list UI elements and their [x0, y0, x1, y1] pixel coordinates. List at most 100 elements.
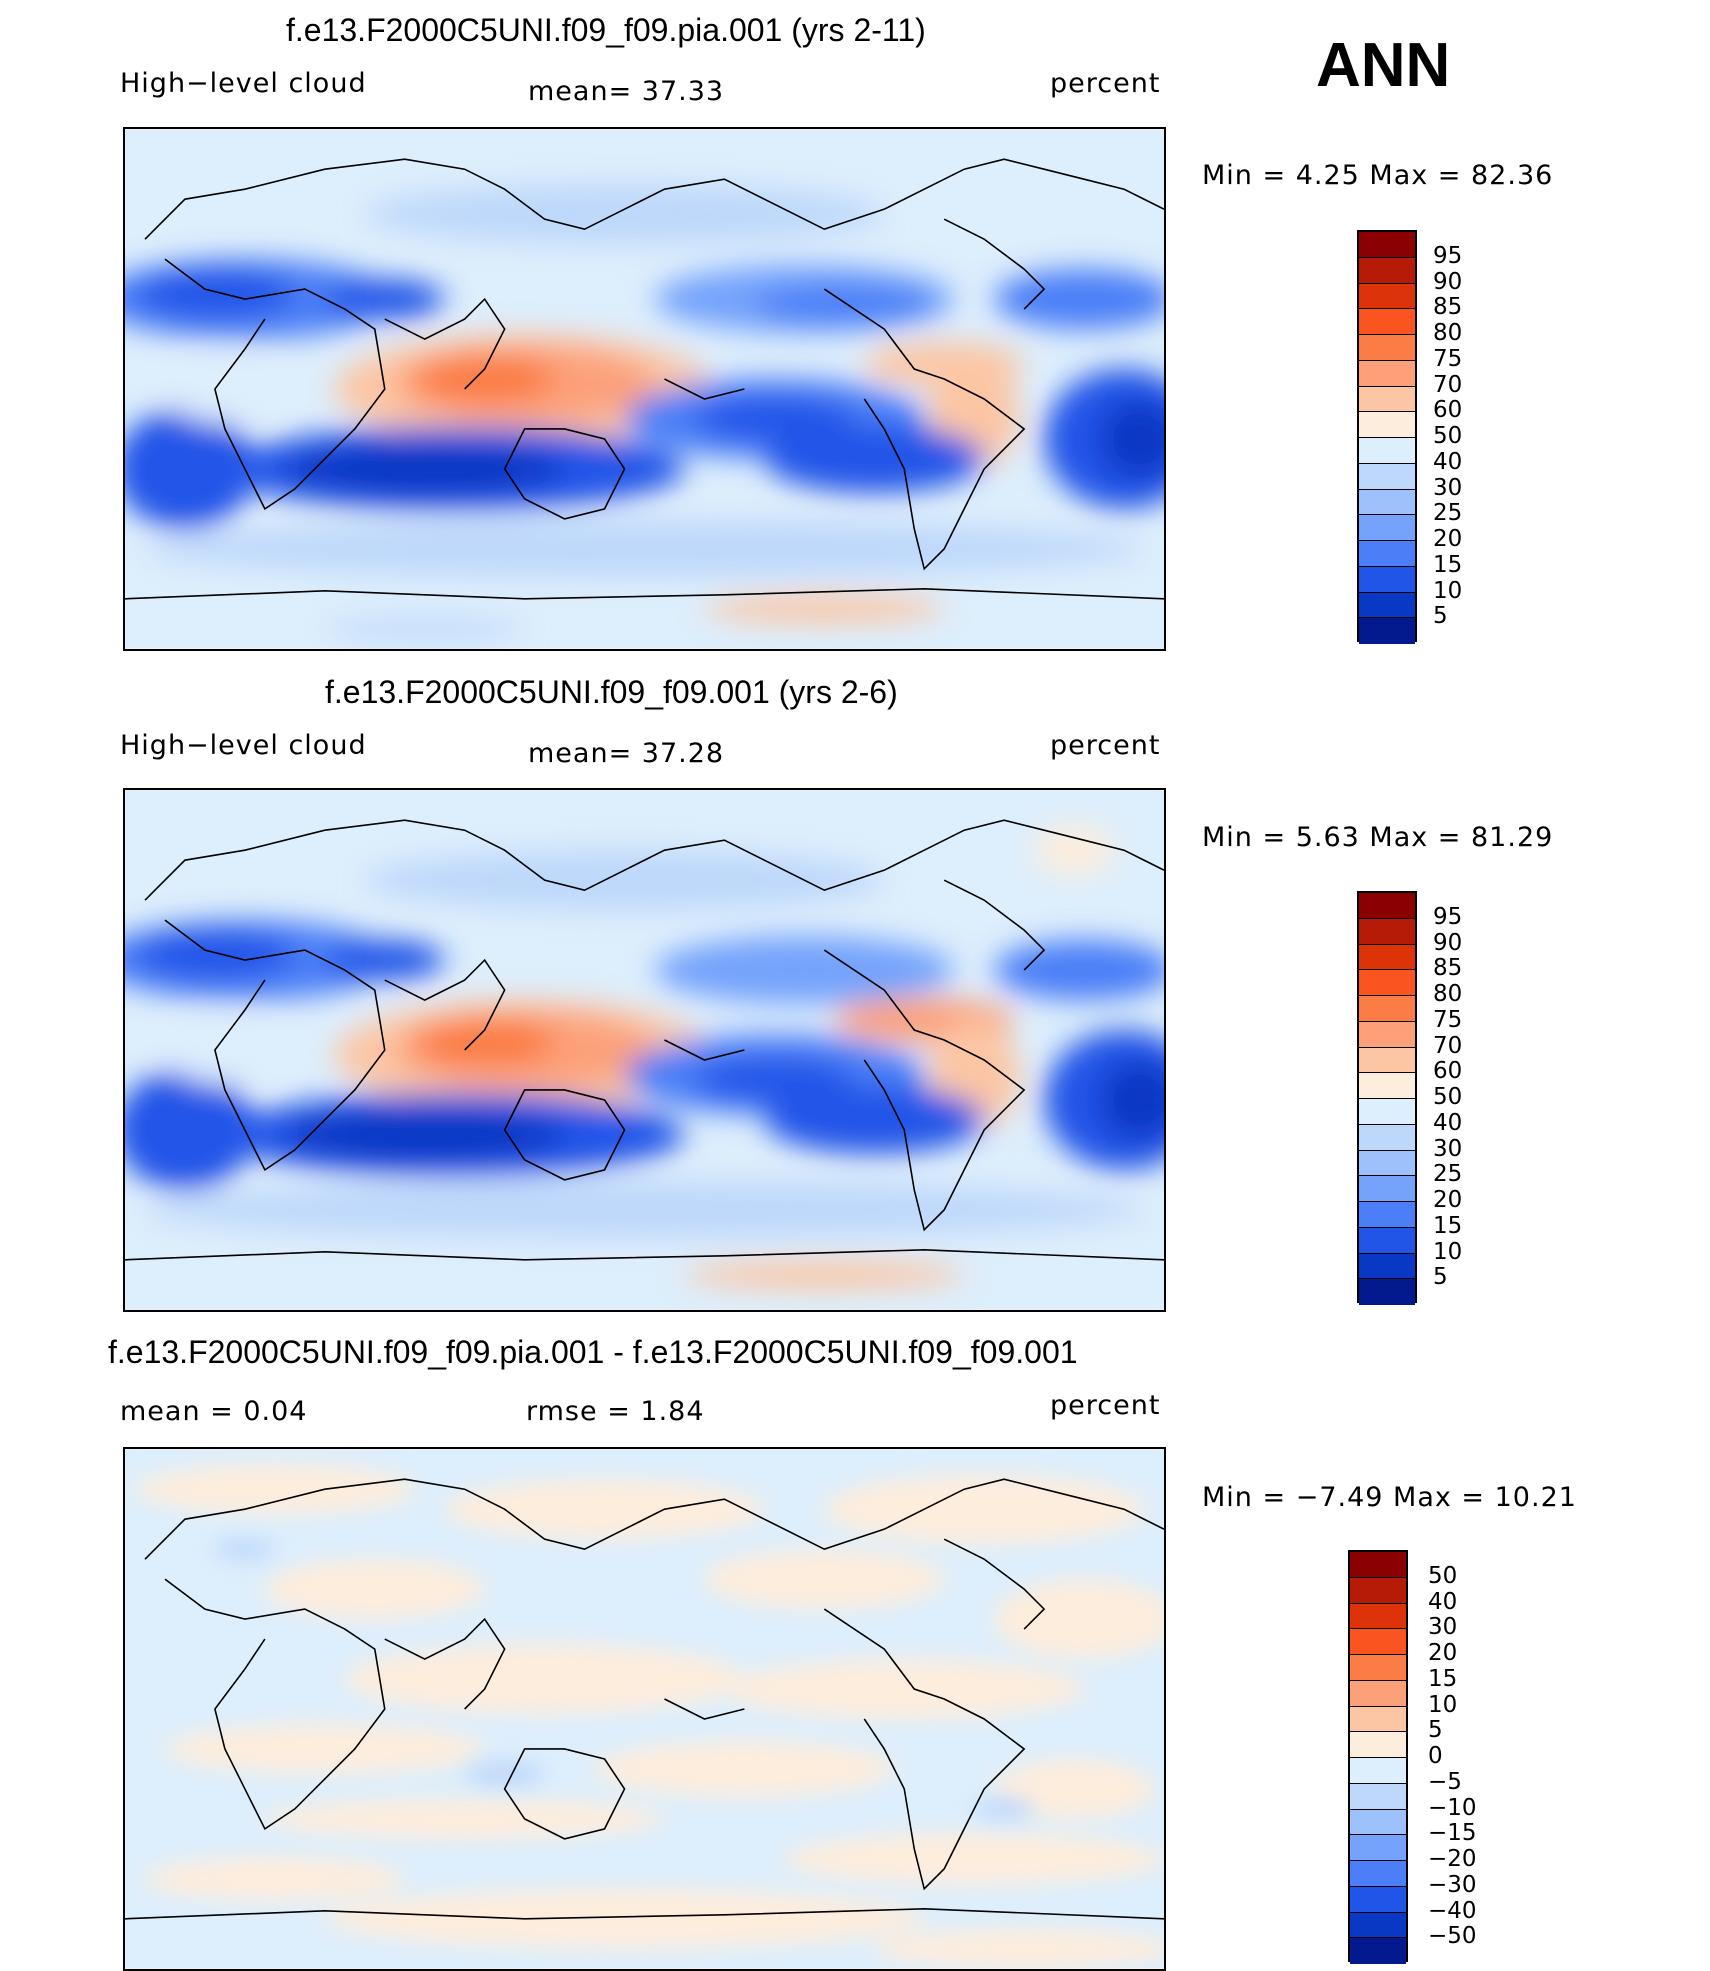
colorbar-tick-label: −30: [1428, 1871, 1477, 1898]
panel-1-map: [123, 127, 1166, 651]
colorbar-swatch: [1359, 893, 1415, 919]
colorbar-swatch: [1359, 438, 1415, 464]
colorbar-tick-label: 80: [1433, 981, 1463, 1007]
panel-2-colorbar: [1357, 891, 1417, 1305]
colorbar-tick-label: 30: [1433, 1135, 1463, 1162]
colorbar-swatch: [1359, 232, 1415, 258]
panel-2-map: [123, 788, 1166, 1312]
colorbar-swatch: [1359, 489, 1415, 516]
colorbar-swatch: [1359, 1124, 1415, 1151]
colorbar-swatch: [1359, 1073, 1415, 1099]
panel-1-mean-label: mean= 37.33: [528, 76, 725, 107]
panel-3-units-label: percent: [1050, 1390, 1161, 1421]
panel-2-contour-field: [125, 790, 1164, 1310]
panel-3-rmse-label: rmse = 1.84: [526, 1396, 705, 1427]
colorbar-tick-label: 60: [1433, 397, 1463, 424]
colorbar-swatch: [1350, 1655, 1406, 1681]
colorbar-swatch: [1359, 566, 1415, 593]
colorbar-swatch: [1359, 918, 1415, 945]
colorbar-swatch: [1359, 1176, 1415, 1202]
colorbar-tick-label: −10: [1428, 1794, 1477, 1821]
colorbar-tick-label: 25: [1433, 1161, 1463, 1188]
colorbar-tick-label: 40: [1428, 1588, 1458, 1615]
colorbar-swatch: [1359, 309, 1415, 335]
colorbar-tick-label: 30: [1433, 474, 1463, 501]
colorbar-swatch: [1350, 1809, 1406, 1836]
colorbar-swatch: [1350, 1861, 1406, 1887]
colorbar-swatch: [1359, 463, 1415, 490]
colorbar-tick-label: 5: [1433, 603, 1448, 630]
colorbar-swatch: [1350, 1835, 1406, 1861]
colorbar-swatch: [1350, 1577, 1406, 1604]
colorbar-swatch: [1350, 1603, 1406, 1630]
colorbar-swatch: [1359, 1047, 1415, 1074]
colorbar-swatch: [1359, 515, 1415, 541]
colorbar-swatch: [1359, 944, 1415, 971]
panel-3-minmax: Min = −7.49 Max = 10.21: [1202, 1482, 1577, 1513]
colorbar-tick-label: 90: [1433, 929, 1463, 956]
panel-3-coastlines: [125, 1478, 1164, 1920]
colorbar-swatch: [1350, 1629, 1406, 1655]
colorbar-tick-label: 90: [1433, 268, 1463, 295]
colorbar-swatch: [1359, 386, 1415, 413]
colorbar-swatch: [1359, 592, 1415, 619]
colorbar-tick-label: 5: [1433, 1264, 1448, 1291]
colorbar-tick-label: 30: [1428, 1614, 1458, 1641]
colorbar-tick-label: −20: [1428, 1846, 1477, 1872]
panel-3-title: f.e13.F2000C5UNI.f09_f09.pia.001 - f.e13…: [108, 1334, 1078, 1370]
colorbar-swatch: [1359, 257, 1415, 284]
panel-3-mean-label: mean = 0.04: [120, 1396, 308, 1427]
colorbar-swatch: [1350, 1758, 1406, 1784]
colorbar-tick-label: 75: [1433, 345, 1463, 372]
colorbar-swatch: [1350, 1552, 1406, 1578]
colorbar-tick-label: −40: [1428, 1897, 1477, 1924]
colorbar-swatch: [1359, 1227, 1415, 1254]
panel-2-minmax: Min = 5.63 Max = 81.29: [1202, 822, 1554, 853]
colorbar-tick-label: 50: [1428, 1562, 1458, 1589]
colorbar-tick-label: −15: [1428, 1820, 1477, 1847]
colorbar-tick-label: 95: [1433, 903, 1463, 930]
colorbar-swatch: [1359, 1253, 1415, 1280]
colorbar-tick-label: 20: [1433, 526, 1463, 552]
colorbar-tick-label: 60: [1433, 1058, 1463, 1085]
colorbar-swatch: [1350, 1706, 1406, 1733]
colorbar-tick-label: 40: [1433, 1109, 1463, 1136]
colorbar-tick-label: 15: [1433, 551, 1463, 578]
colorbar-swatch: [1359, 1021, 1415, 1048]
colorbar-tick-label: 5: [1428, 1717, 1443, 1744]
panel-1-title: f.e13.F2000C5UNI.f09_f09.pia.001 (yrs 2-…: [286, 12, 926, 48]
colorbar-tick-label: −5: [1428, 1768, 1462, 1795]
season-label: ANN: [1316, 31, 1451, 100]
colorbar-swatch: [1359, 1202, 1415, 1228]
colorbar-tick-label: 15: [1428, 1665, 1458, 1692]
panel-2-title: f.e13.F2000C5UNI.f09_f09.001 (yrs 2-6): [325, 674, 898, 710]
colorbar-tick-label: 50: [1433, 1084, 1463, 1110]
colorbar-tick-label: 10: [1428, 1691, 1458, 1718]
colorbar-swatch: [1359, 1150, 1415, 1177]
panel-1-coastlines: [125, 158, 1164, 600]
colorbar-tick-label: 10: [1433, 1238, 1463, 1265]
colorbar-swatch: [1359, 970, 1415, 996]
colorbar-swatch: [1359, 1099, 1415, 1125]
panel-2-variable-label: High−level cloud: [120, 730, 367, 761]
panel-1-variable-label: High−level cloud: [120, 68, 367, 99]
colorbar-tick-label: 70: [1433, 371, 1463, 398]
colorbar-tick-label: 20: [1433, 1187, 1463, 1213]
panel-1-colorbar: [1357, 230, 1417, 644]
colorbar-tick-label: 40: [1433, 448, 1463, 475]
colorbar-tick-label: 0: [1428, 1743, 1443, 1769]
colorbar-swatch: [1359, 335, 1415, 361]
colorbar-swatch: [1359, 1279, 1415, 1305]
colorbar-swatch: [1359, 412, 1415, 438]
colorbar-tick-label: 50: [1433, 423, 1463, 449]
colorbar-swatch: [1350, 1732, 1406, 1758]
colorbar-tick-label: 85: [1433, 294, 1463, 321]
panel-2-units-label: percent: [1050, 730, 1161, 761]
panel-1-contour-field: [125, 129, 1164, 649]
colorbar-tick-label: −50: [1428, 1923, 1477, 1950]
colorbar-tick-label: 70: [1433, 1032, 1463, 1059]
colorbar-swatch: [1350, 1886, 1406, 1913]
colorbar-swatch: [1350, 1912, 1406, 1939]
colorbar-tick-label: 10: [1433, 577, 1463, 604]
colorbar-tick-label: 20: [1428, 1640, 1458, 1666]
